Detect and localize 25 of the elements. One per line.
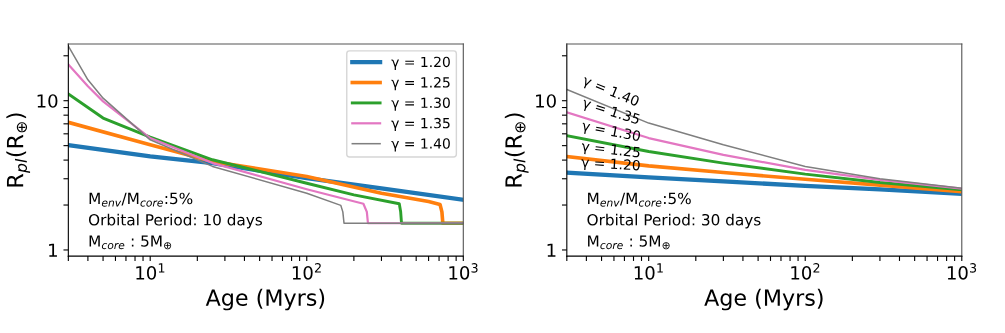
y-axis-title: R$_{pl}$(R$_{⊕}$) <box>504 113 529 187</box>
x-axis-title: Age (Myrs) <box>205 288 325 311</box>
x-tick-label: 10$^{1}$ <box>634 263 663 280</box>
y-tick-label: 10 <box>37 94 58 108</box>
x-tick-label: 10$^{2}$ <box>791 263 820 280</box>
y-tick-label: 1 <box>49 243 57 257</box>
annotation: M$_{env}$/M$_{core}$:5% <box>89 192 193 207</box>
annotation: M$_{env}$/M$_{core}$:5% <box>588 192 691 207</box>
x-tick-label: 10$^{3}$ <box>449 263 478 280</box>
x-axis-title: Age (Myrs) <box>704 288 823 311</box>
y-tick-label: 10 <box>536 94 556 108</box>
legend-label: γ = 1.30 <box>391 97 450 111</box>
annotation: Orbital Period: 30 days <box>587 213 761 229</box>
legend-label: γ = 1.20 <box>391 56 450 70</box>
annotation: M$_{core}$ : 5M$_{⊕}$ <box>588 235 670 250</box>
x-tick-label: 10$^{1}$ <box>136 263 165 280</box>
annotation: Orbital Period: 10 days <box>88 213 263 229</box>
x-tick-label: 10$^{2}$ <box>292 263 321 280</box>
y-axis-title: R$_{pl}$(R$_{⊕}$) <box>6 113 31 187</box>
annotation: M$_{core}$ : 5M$_{⊕}$ <box>89 235 172 250</box>
legend-label: γ = 1.25 <box>391 77 450 91</box>
legend-label: γ = 1.40 <box>391 138 450 152</box>
x-tick-label: 10$^{3}$ <box>947 263 977 280</box>
y-tick-label: 1 <box>547 243 556 257</box>
legend-label: γ = 1.35 <box>391 117 450 132</box>
